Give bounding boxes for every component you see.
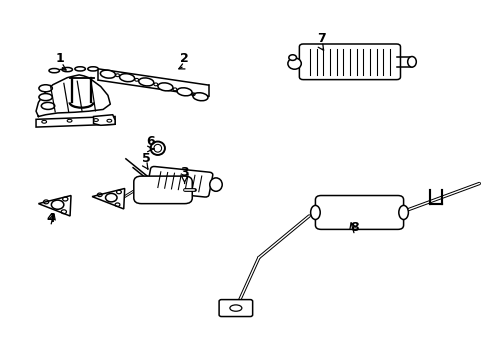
FancyBboxPatch shape <box>146 166 212 197</box>
FancyBboxPatch shape <box>315 195 403 229</box>
Ellipse shape <box>407 57 415 67</box>
Text: 4: 4 <box>46 212 55 225</box>
Ellipse shape <box>192 93 207 101</box>
Polygon shape <box>92 189 124 209</box>
Ellipse shape <box>288 55 296 60</box>
Polygon shape <box>39 195 71 216</box>
Ellipse shape <box>398 206 407 220</box>
Ellipse shape <box>310 206 320 220</box>
FancyBboxPatch shape <box>219 300 252 316</box>
Ellipse shape <box>105 193 117 202</box>
Text: 7: 7 <box>316 32 325 45</box>
Ellipse shape <box>62 67 72 72</box>
FancyBboxPatch shape <box>299 44 400 80</box>
Text: 5: 5 <box>142 152 150 165</box>
Polygon shape <box>36 117 115 127</box>
Ellipse shape <box>41 102 55 109</box>
Text: 3: 3 <box>180 166 188 179</box>
Ellipse shape <box>39 94 52 101</box>
Polygon shape <box>36 75 110 117</box>
Ellipse shape <box>88 67 98 71</box>
Text: 6: 6 <box>146 135 155 148</box>
Ellipse shape <box>75 67 85 71</box>
Ellipse shape <box>49 68 60 73</box>
Ellipse shape <box>154 144 161 152</box>
Text: 8: 8 <box>350 221 358 234</box>
Ellipse shape <box>150 141 164 155</box>
Ellipse shape <box>158 83 173 91</box>
Ellipse shape <box>100 70 115 78</box>
Ellipse shape <box>119 74 134 82</box>
Text: 2: 2 <box>180 52 188 65</box>
Ellipse shape <box>51 200 64 209</box>
FancyBboxPatch shape <box>134 176 192 204</box>
Ellipse shape <box>139 78 154 86</box>
Ellipse shape <box>177 88 192 96</box>
Ellipse shape <box>287 58 301 69</box>
Polygon shape <box>93 115 115 125</box>
Text: 1: 1 <box>56 52 64 65</box>
Ellipse shape <box>209 178 222 191</box>
Ellipse shape <box>39 85 52 92</box>
